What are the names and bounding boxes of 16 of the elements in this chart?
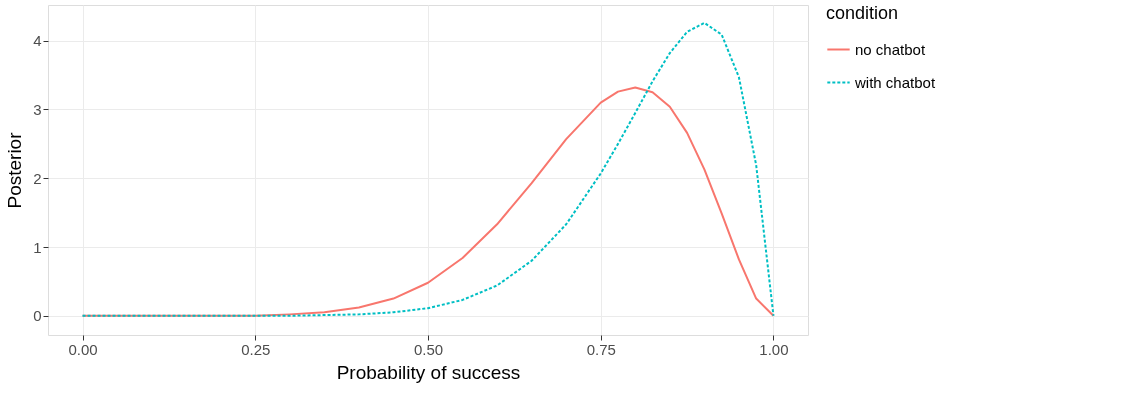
y-tick-label: 3 [33, 101, 42, 118]
x-tick-label: 0.75 [586, 340, 616, 358]
legend-label: no chatbot [855, 40, 926, 58]
y-axis-title: Posterior [4, 131, 26, 209]
y-tick-label: 2 [33, 169, 42, 187]
x-tick-label: 1.00 [759, 340, 789, 358]
y-tick-label: 0 [33, 307, 42, 325]
x-tick-label: 0.50 [413, 340, 444, 358]
y-tick-label: 4 [33, 32, 42, 50]
legend-label: with chatbot [854, 73, 936, 91]
x-tick-label: 0.25 [241, 340, 271, 358]
y-tick-label: 1 [33, 238, 42, 256]
legend-title: condition [826, 3, 899, 23]
line-series [81, 21, 775, 317]
x-axis-title: Probability of success [336, 361, 521, 383]
x-tick-label: 0.00 [68, 340, 98, 358]
